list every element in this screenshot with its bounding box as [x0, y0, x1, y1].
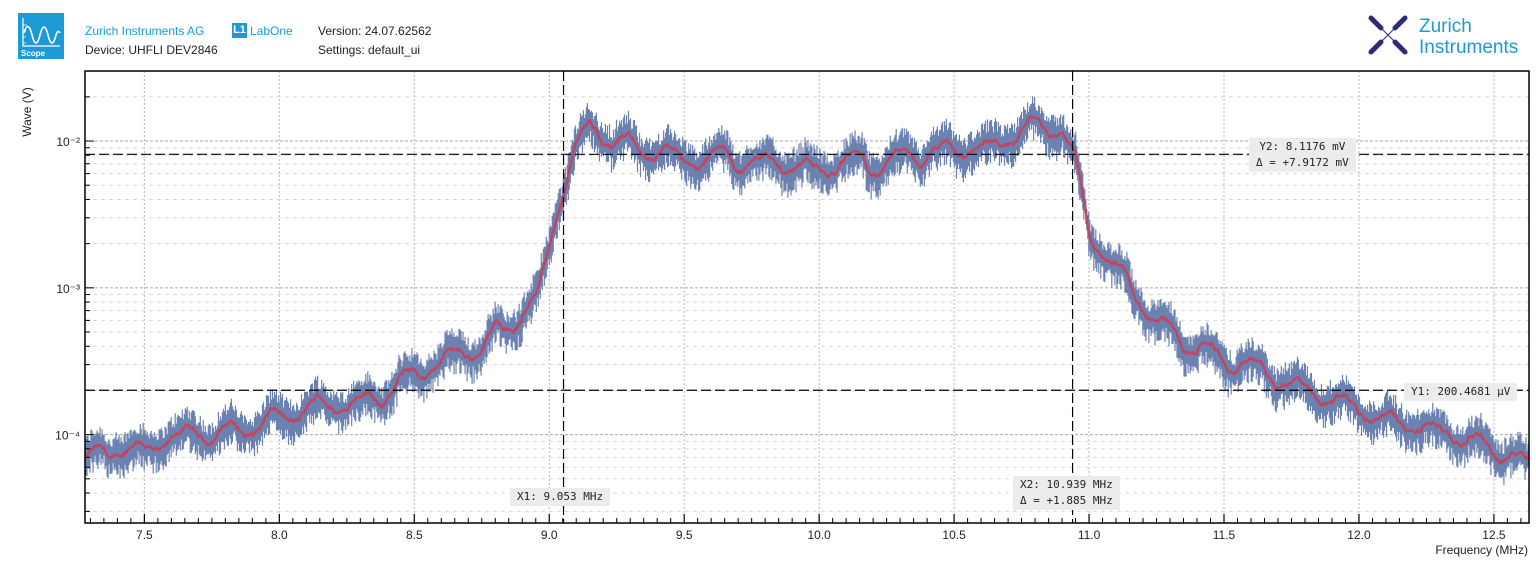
device-info: Device: UHFLI DEV2846 [85, 43, 218, 57]
cursor-y1-label[interactable]: Y1: 200.4681 µV [1404, 383, 1518, 401]
plot-grid [85, 70, 1529, 523]
labone-mark-icon: L1 [232, 23, 247, 38]
cursor-y2-label[interactable]: Y2: 8.1176 mV Δ = +7.9172 mV [1249, 138, 1356, 172]
waveform-icon [22, 18, 61, 47]
cursor-lines[interactable] [85, 71, 1529, 523]
svg-text:8.0: 8.0 [271, 528, 288, 542]
svg-text:12.0: 12.0 [1347, 528, 1371, 542]
version-info: Version: 24.07.62562 [318, 24, 432, 38]
svg-text:11.0: 11.0 [1078, 528, 1101, 542]
svg-text:10⁻³: 10⁻³ [56, 282, 80, 296]
cursor-x2-label[interactable]: X2: 10.939 MHz Δ = +1.885 MHz [1013, 476, 1120, 510]
labone-name: LabOne [250, 23, 293, 38]
scope-tab-icon[interactable]: Scope [18, 13, 64, 59]
x-axis-label: Frequency (MHz) [1435, 543, 1528, 557]
zurich-instruments-logo: Zurich Instruments [1366, 14, 1536, 58]
app-header: Scope Zurich Instruments AG L1 LabOne De… [0, 0, 1536, 66]
plot-frame [84, 70, 1530, 524]
svg-text:9.5: 9.5 [676, 528, 693, 542]
plot-axes: 7.5 8.0 8.5 9.0 9.5 10.0 10.5 11.0 11.5 12.0 12.5 1… [55, 70, 1522, 542]
svg-text:10⁻²: 10⁻² [56, 135, 80, 149]
y-axis-label: Wave (V) [20, 87, 34, 137]
labone-logo: L1 LabOne [232, 23, 293, 38]
settings-info: Settings: default_ui [318, 43, 421, 57]
svg-text:9.0: 9.0 [541, 528, 558, 542]
svg-text:11.5: 11.5 [1213, 528, 1236, 542]
svg-text:10.5: 10.5 [942, 528, 966, 542]
zi-logo-text: Zurich Instruments [1419, 16, 1519, 58]
cursor-x1-label[interactable]: X1: 9.053 MHz [510, 488, 611, 506]
svg-text:10⁻⁴: 10⁻⁴ [55, 429, 80, 443]
scope-icon-label: Scope [21, 49, 46, 58]
svg-text:8.5: 8.5 [406, 528, 423, 542]
svg-text:10.0: 10.0 [807, 528, 831, 542]
zi-cross-logo-icon [1368, 15, 1408, 55]
company-name: Zurich Instruments AG [85, 24, 205, 38]
svg-text:12.5: 12.5 [1482, 528, 1506, 542]
svg-text:7.5: 7.5 [136, 528, 153, 542]
spectrum-trace [83, 96, 1530, 486]
